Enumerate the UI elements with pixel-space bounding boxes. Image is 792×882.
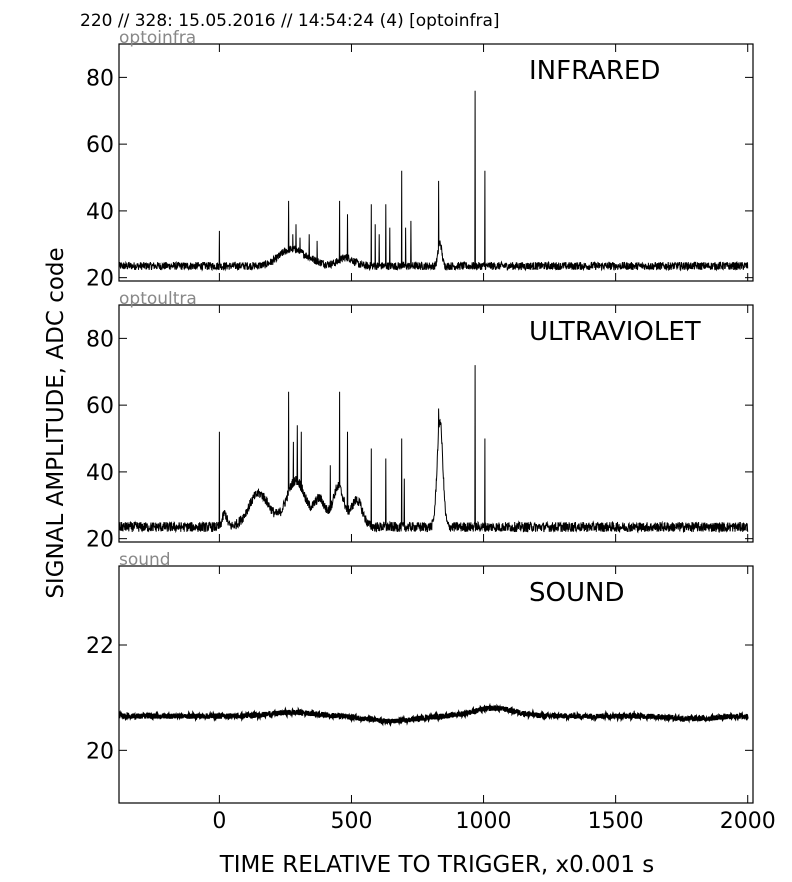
y-tick-label: 40 [86,461,114,486]
signal-trace-optoinfra [119,90,749,272]
x-tick-label: 1500 [588,809,644,834]
y-tick-label: 80 [86,327,114,352]
y-tick-label: 60 [86,133,114,158]
x-tick-label: 500 [330,809,372,834]
x-tick-label: 0 [212,809,226,834]
panel-sound: 20 22 0 500 1000 1500 2000 sound SOUND [86,550,776,834]
header-text: 220 // 328: 15.05.2016 // 14:54:24 (4) [… [80,11,500,31]
y-tick-label: 22 [86,634,114,659]
channel-label: optoultra [119,289,197,309]
channel-label: sound [119,550,171,570]
y-axis-label: SIGNAL AMPLITUDE, ADC code [43,247,69,598]
x-tick-label: 2000 [720,809,776,834]
plot-frame [118,43,754,282]
y-tick-label: 80 [86,66,114,91]
signal-trace-sound [119,703,749,727]
panels: 20406080optoinfraINFRARED20406080optoult… [86,28,776,834]
y-tick-label: 20 [86,528,114,553]
x-axis-label: TIME RELATIVE TO TRIGGER, x0.001 s [219,852,655,878]
panel-title: ULTRAVIOLET [529,317,701,347]
y-tick-label: 40 [86,200,114,225]
y-tick-label: 60 [86,394,114,419]
channel-label: optoinfra [119,28,196,48]
panel-title: SOUND [529,578,624,608]
signal-trace-optoultra [119,365,749,534]
y-tick-label: 20 [86,267,114,292]
y-tick-label: 20 [86,739,114,764]
x-tick-label: 1000 [456,809,512,834]
plot-frame [118,565,754,804]
panel-title: INFRARED [529,56,660,86]
plot-frame [118,304,754,543]
